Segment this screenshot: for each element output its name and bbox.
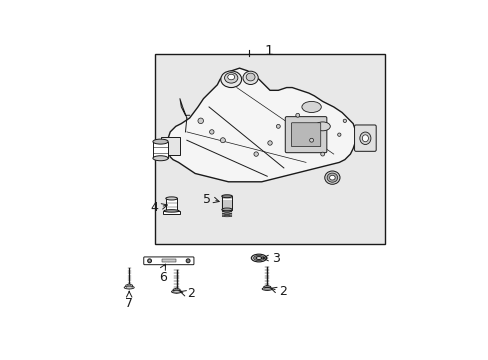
FancyBboxPatch shape	[291, 123, 320, 147]
Circle shape	[253, 152, 258, 156]
Circle shape	[186, 259, 190, 263]
Text: 2: 2	[187, 287, 195, 300]
Ellipse shape	[324, 171, 339, 184]
Bar	[162, 260, 175, 262]
Bar	[153, 141, 168, 158]
Circle shape	[220, 138, 225, 143]
Ellipse shape	[124, 286, 134, 289]
Text: 3: 3	[272, 252, 280, 265]
Ellipse shape	[173, 291, 180, 293]
Ellipse shape	[221, 71, 241, 87]
Circle shape	[295, 113, 299, 117]
Ellipse shape	[171, 290, 181, 293]
FancyBboxPatch shape	[143, 257, 194, 265]
Ellipse shape	[153, 139, 168, 144]
Circle shape	[276, 125, 280, 128]
Ellipse shape	[153, 156, 168, 161]
Circle shape	[147, 259, 151, 263]
Text: 5: 5	[203, 193, 210, 206]
Bar	[222, 196, 232, 210]
Ellipse shape	[251, 254, 266, 262]
Ellipse shape	[301, 102, 321, 112]
Circle shape	[198, 118, 203, 123]
Circle shape	[309, 138, 313, 142]
FancyBboxPatch shape	[285, 117, 326, 153]
Polygon shape	[263, 285, 270, 291]
Ellipse shape	[224, 73, 237, 83]
Ellipse shape	[362, 135, 367, 142]
Ellipse shape	[359, 132, 370, 144]
Ellipse shape	[314, 122, 329, 131]
Ellipse shape	[126, 287, 132, 288]
Polygon shape	[174, 289, 178, 292]
Ellipse shape	[227, 74, 234, 80]
Polygon shape	[265, 286, 268, 289]
FancyBboxPatch shape	[354, 125, 375, 151]
Text: 1: 1	[264, 44, 272, 58]
Circle shape	[209, 130, 214, 134]
Ellipse shape	[256, 257, 261, 260]
Ellipse shape	[163, 210, 179, 212]
Ellipse shape	[253, 255, 264, 261]
Circle shape	[320, 152, 324, 156]
Ellipse shape	[222, 195, 232, 198]
Circle shape	[187, 260, 188, 262]
Circle shape	[337, 133, 340, 136]
Circle shape	[343, 119, 346, 122]
Text: 4: 4	[149, 201, 158, 214]
Ellipse shape	[222, 208, 232, 211]
Circle shape	[148, 260, 150, 262]
Text: 6: 6	[159, 271, 166, 284]
Bar	[155, 54, 384, 244]
Bar	[165, 198, 177, 211]
Polygon shape	[125, 284, 132, 289]
Ellipse shape	[165, 197, 177, 200]
Text: 2: 2	[279, 285, 287, 298]
Polygon shape	[173, 288, 180, 293]
Circle shape	[267, 141, 272, 145]
Ellipse shape	[243, 71, 258, 85]
Circle shape	[167, 260, 170, 262]
Ellipse shape	[245, 73, 255, 81]
Ellipse shape	[262, 288, 272, 291]
Polygon shape	[167, 68, 355, 182]
Text: 7: 7	[125, 297, 133, 310]
Ellipse shape	[326, 173, 337, 182]
Bar	[163, 211, 180, 214]
Ellipse shape	[329, 175, 334, 180]
Bar	[160, 138, 180, 156]
Ellipse shape	[264, 288, 270, 290]
Polygon shape	[127, 285, 131, 288]
